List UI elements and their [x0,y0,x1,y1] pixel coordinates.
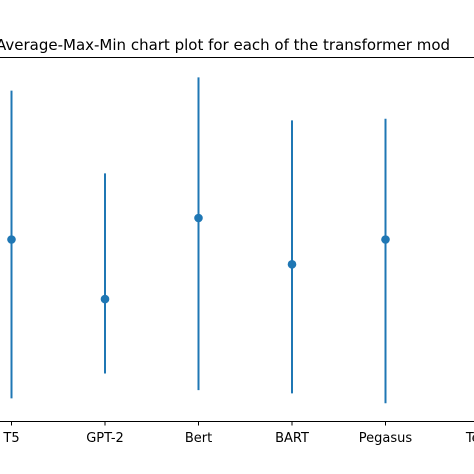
average-point [381,235,390,244]
chart-title: Average-Max-Min chart plot for each of t… [0,36,450,54]
average-point [287,260,297,269]
x-tick-label: Text [465,431,474,446]
average-point [100,294,110,304]
x-tick-label: T5 [2,431,19,446]
chart-marks: T5 GPT-2 Bert BART Pegasus Text [2,77,474,446]
x-tick-label: BART [275,431,309,446]
x-tick-label: GPT-2 [86,431,124,446]
x-tick-label: Pegasus [359,431,413,446]
average-point [194,213,203,223]
average-point [7,235,16,244]
x-tick-label: Bert [185,431,212,446]
